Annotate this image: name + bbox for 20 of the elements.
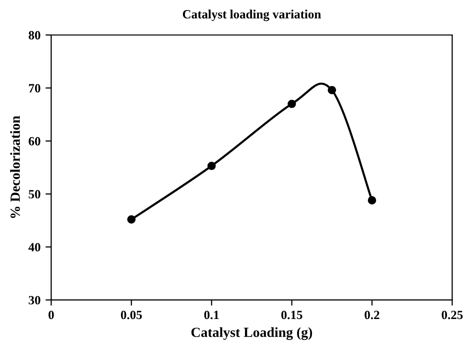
x-tick-label: 0.1 <box>204 310 219 320</box>
y-tick-label: 60 <box>28 137 40 146</box>
x-tick-label: 0.15 <box>281 310 302 320</box>
point <box>328 86 336 94</box>
chart-title: Catalyst loading variation <box>182 10 321 22</box>
y-tick-label: 50 <box>28 190 40 198</box>
y-axis-title: % Decolorization <box>10 116 20 218</box>
x-tick-label: 0.2 <box>364 310 380 320</box>
point <box>288 100 296 108</box>
point <box>207 162 216 170</box>
x-tick-label: 0.05 <box>120 310 142 320</box>
y-tick-label: 40 <box>28 242 40 252</box>
y-tick-label: 30 <box>28 296 40 304</box>
point <box>127 215 136 224</box>
point <box>368 196 376 204</box>
y-tick-label: 80 <box>28 31 40 40</box>
x-tick-label: 0 <box>48 310 54 320</box>
y-tick-label: 70 <box>28 84 40 92</box>
x-tick-label: 0.25 <box>442 310 463 320</box>
x-axis-title: Catalyst Loading (g) <box>191 327 312 340</box>
